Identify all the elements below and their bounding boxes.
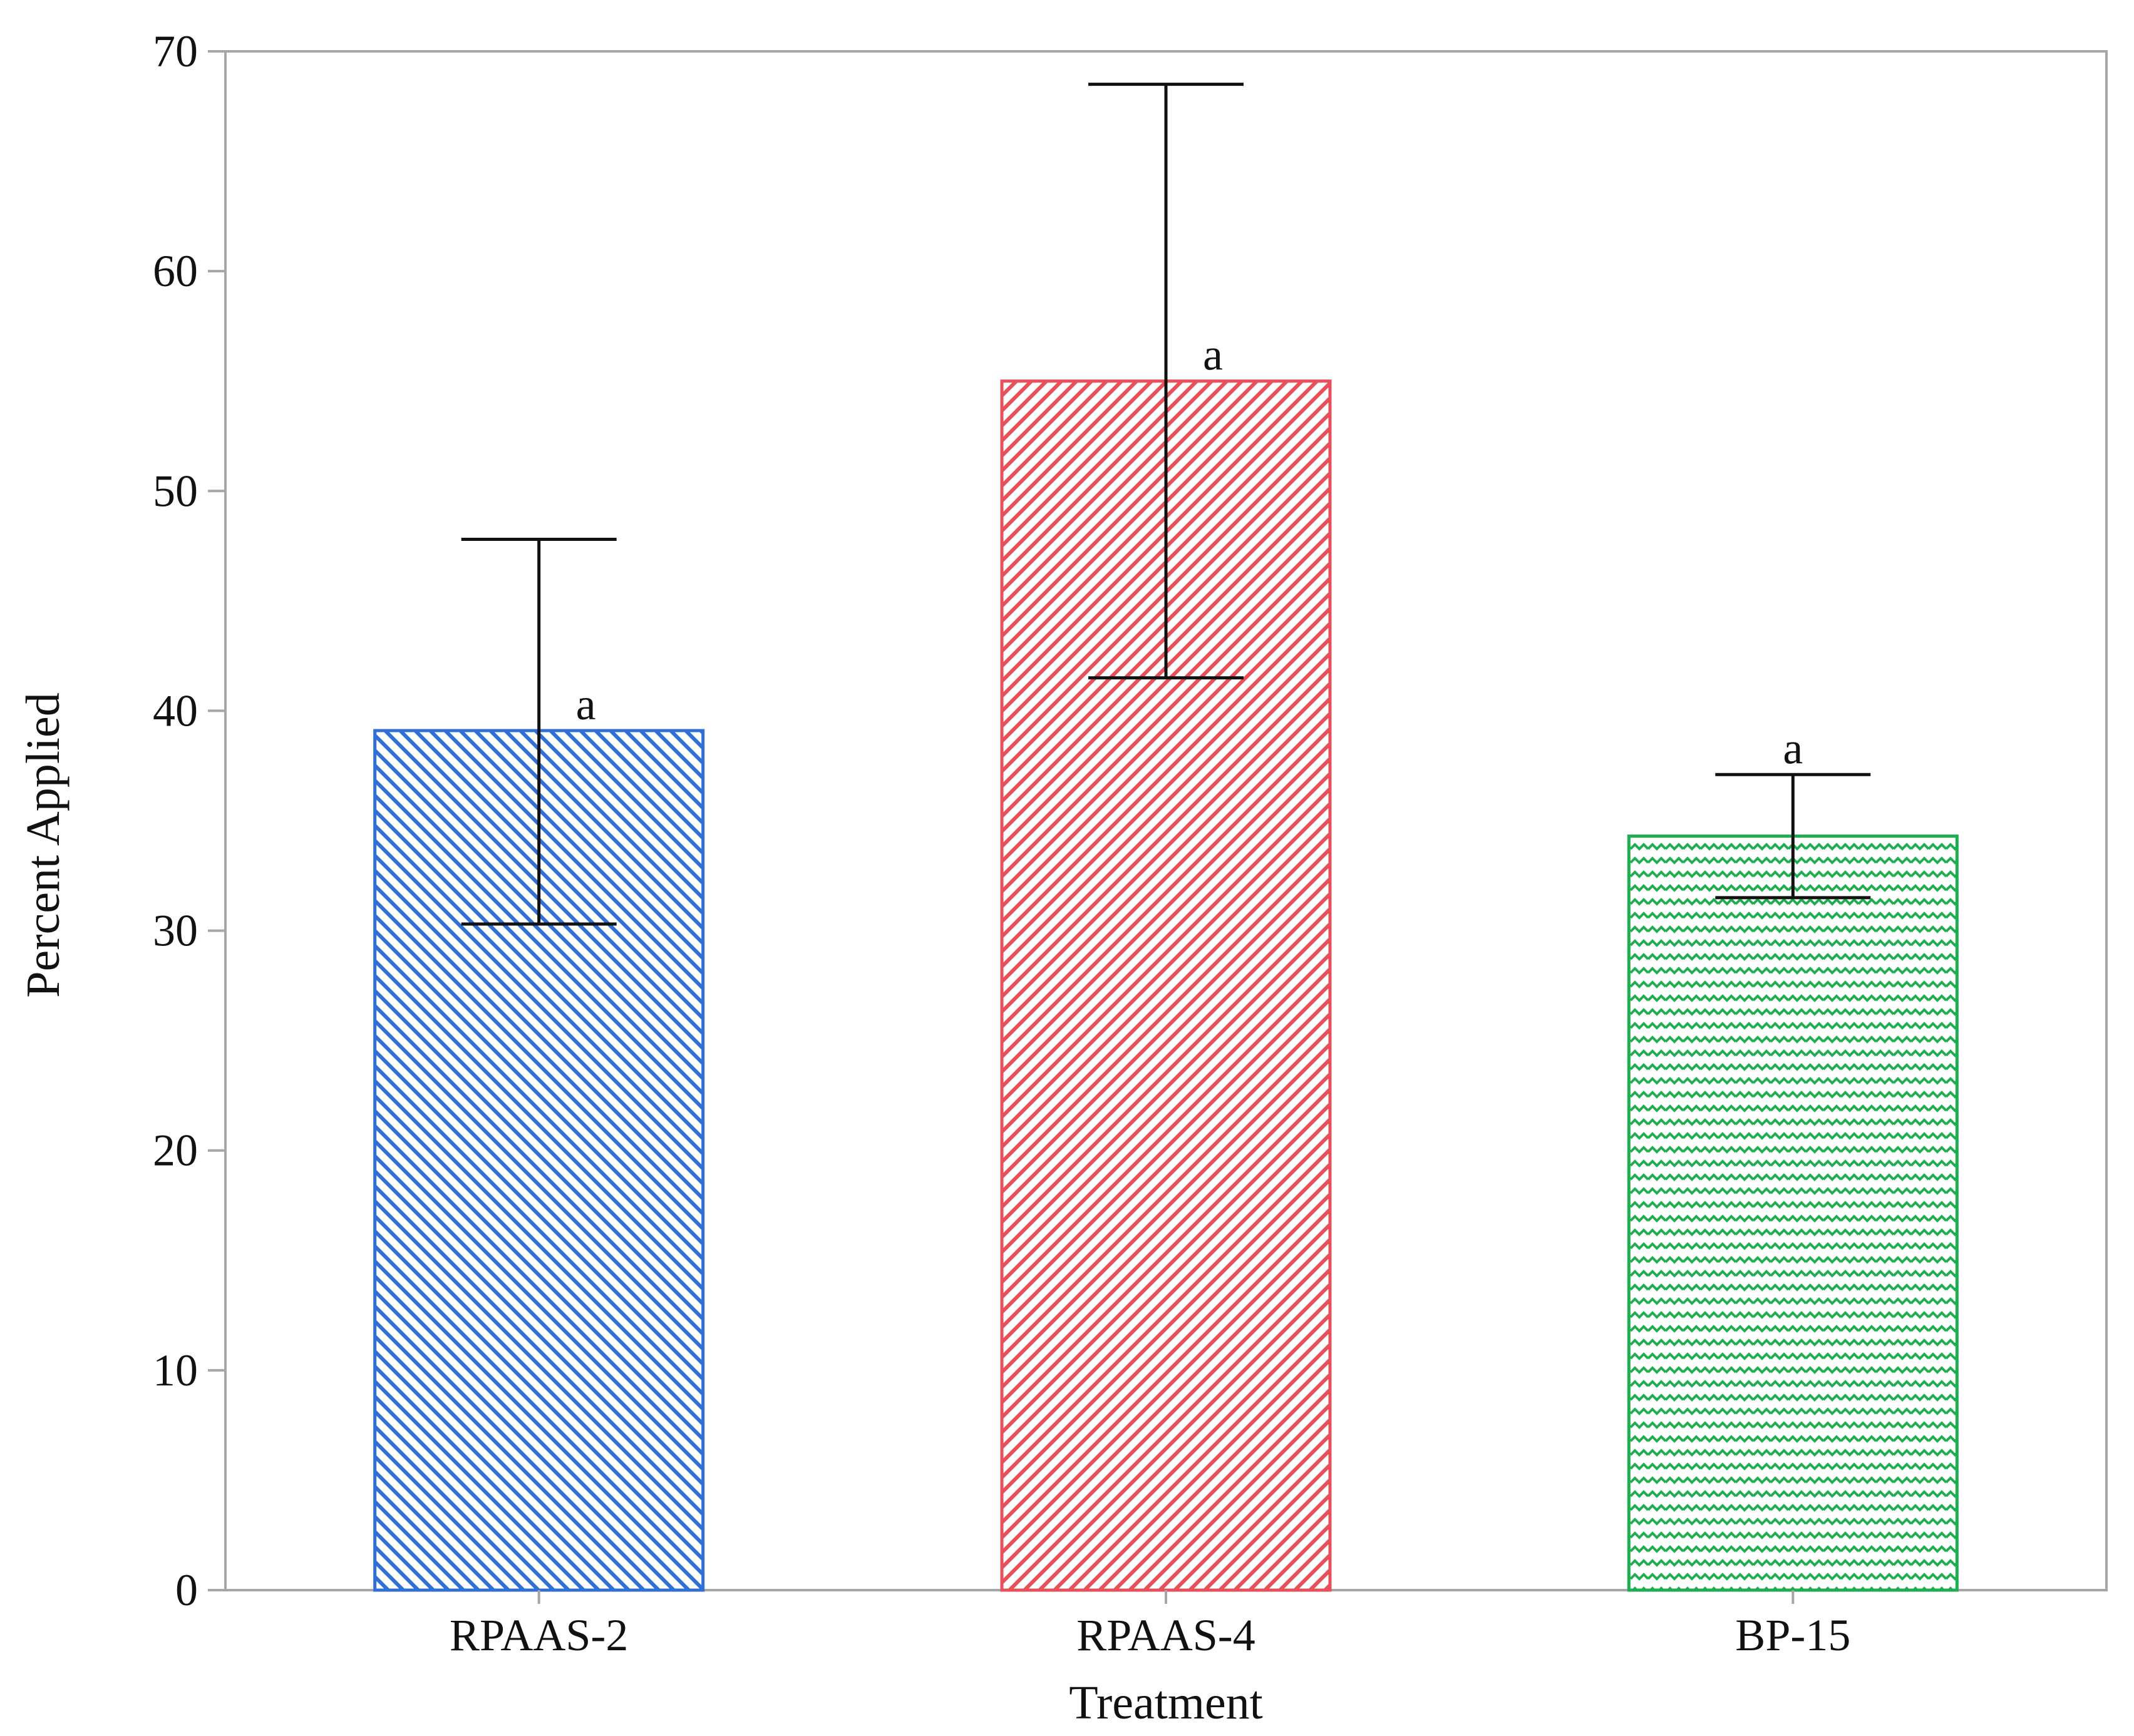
significance-letters-group: a a a bbox=[576, 330, 1803, 774]
y-tick-label: 70 bbox=[153, 26, 198, 76]
bar-bp-15 bbox=[1627, 835, 1959, 1592]
bar-rpaas-2 bbox=[373, 729, 705, 1592]
error-bars-group bbox=[461, 83, 1871, 926]
y-tick-label: 20 bbox=[153, 1126, 198, 1176]
x-axis: RPAAS-2 RPAAS-4 BP-15 bbox=[450, 1590, 1850, 1660]
y-tick-label: 10 bbox=[153, 1345, 198, 1395]
x-tick-label: RPAAS-4 bbox=[1076, 1610, 1255, 1660]
y-tick-label: 40 bbox=[153, 686, 198, 736]
significance-letter: a bbox=[576, 679, 596, 729]
y-axis-title: Percent Applied bbox=[17, 692, 70, 998]
x-tick-label: RPAAS-2 bbox=[450, 1610, 628, 1660]
significance-letter: a bbox=[1783, 723, 1803, 773]
y-axis: 0 10 20 30 40 50 60 70 bbox=[153, 26, 225, 1615]
y-tick-label: 30 bbox=[153, 906, 198, 956]
y-tick-label: 0 bbox=[175, 1565, 198, 1615]
y-tick-label: 50 bbox=[153, 466, 198, 516]
significance-letter: a bbox=[1203, 330, 1223, 380]
x-tick-label: BP-15 bbox=[1735, 1610, 1850, 1660]
y-tick-label: 60 bbox=[153, 246, 198, 296]
x-axis-title: Treatment bbox=[1069, 1677, 1263, 1729]
